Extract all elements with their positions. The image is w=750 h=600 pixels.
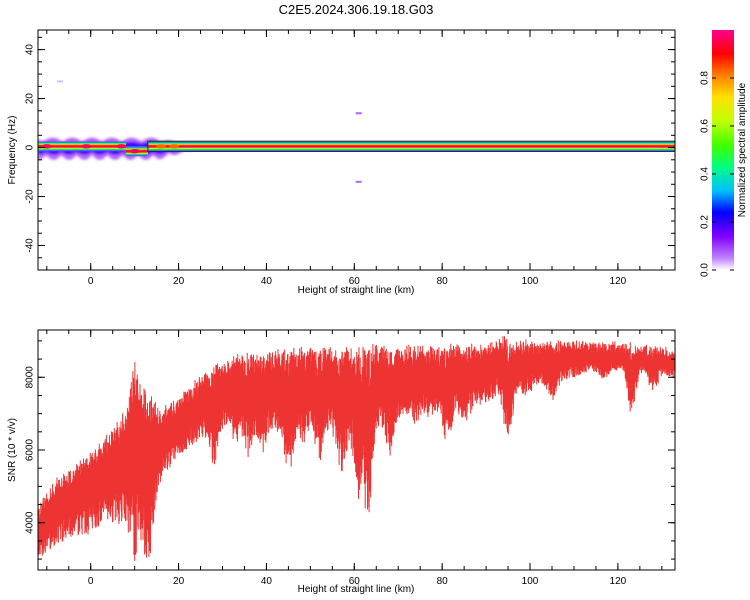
colorbar-tick-label: 0.8 [700, 71, 711, 85]
snr-x-tick-label: 0 [88, 576, 94, 587]
snr-x-tick-label: 80 [437, 576, 449, 587]
heatmap-x-tick-label: 0 [88, 276, 94, 287]
heatmap-y-tick-label: 40 [25, 44, 36, 56]
snr-plot-area [38, 336, 675, 562]
heatmap-x-tick-label: 60 [349, 276, 361, 287]
heatmap-x-tick-label: 20 [173, 276, 185, 287]
colorbar-tick-label: 0.4 [700, 167, 711, 181]
heatmap-y-tick-label: -20 [25, 189, 36, 204]
snr-x-tick-label: 40 [261, 576, 273, 587]
heatmap-panel: 0 20 40 60 80 100 120 -40 -20 0 20 40 Height of str… [7, 29, 676, 296]
colorbar-ticks: 0.0 0.2 0.4 0.6 0.8 [700, 71, 734, 277]
colorbar-gradient [712, 30, 734, 270]
snr-axes: 0 20 40 60 80 100 120 4000 6000 8000 [25, 330, 675, 587]
snr-panel: 0 20 40 60 80 100 120 4000 6000 8000 Height of st… [7, 329, 676, 595]
colorbar: 0.0 0.2 0.4 0.6 0.8 Normalized spectral ampl… [700, 30, 748, 277]
heatmap-hot-blob [156, 144, 167, 149]
heatmap-hot-blob [81, 144, 92, 149]
snr-y-tick-label: 4000 [25, 511, 36, 534]
heatmap-plot-area [38, 80, 675, 183]
colorbar-tick-label: 0.2 [700, 215, 711, 229]
chart-title: C2E5.2024.306.19.18.G03 [279, 2, 434, 17]
heatmap-x-tick-label: 120 [610, 276, 627, 287]
heatmap-hot-blob [129, 149, 140, 154]
heatmap-speck [355, 180, 362, 183]
snr-y-tick-label: 6000 [25, 438, 36, 461]
heatmap-speck [56, 80, 63, 83]
heatmap-axes: 0 20 40 60 80 100 120 -40 -20 0 20 40 [25, 30, 675, 287]
heatmap-y-tick-label: 20 [25, 93, 36, 105]
heatmap-speck [355, 112, 362, 115]
snr-x-tick-label: 20 [173, 576, 185, 587]
heatmap-ridge-band [147, 145, 675, 148]
heatmap-x-tick-label: 40 [261, 276, 273, 287]
snr-x-axis-label: Height of straight line (km) [298, 584, 415, 595]
heatmap-x-tick-label: 100 [522, 276, 539, 287]
snr-x-tick-label: 120 [610, 576, 627, 587]
heatmap-hot-blob [116, 144, 127, 149]
heatmap-frame [37, 29, 676, 271]
snr-y-tick-label: 8000 [25, 366, 36, 389]
snr-x-tick-label: 100 [522, 576, 539, 587]
heatmap-x-tick-label: 80 [437, 276, 449, 287]
colorbar-tick-label: 0.6 [700, 119, 711, 133]
snr-series-line [38, 336, 675, 562]
snr-y-axis-label: SNR (10 * v/v) [7, 418, 18, 482]
heatmap-ridge-outline [147, 140, 675, 152]
heatmap-y-tick-label: 0 [25, 144, 36, 150]
heatmap-hot-blob [169, 144, 180, 149]
colorbar-tick-label: 0.0 [700, 263, 711, 277]
heatmap-y-tick-label: -40 [25, 238, 36, 253]
heatmap-y-axis-label: Frequency (Hz) [7, 116, 18, 185]
colorbar-label: Normalized spectral amplitude [737, 82, 748, 217]
heatmap-x-axis-label: Height of straight line (km) [298, 285, 415, 296]
snr-x-tick-label: 60 [349, 576, 361, 587]
